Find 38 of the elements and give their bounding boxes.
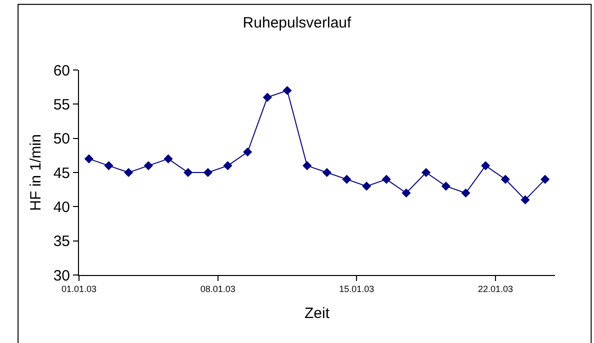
point	[262, 92, 272, 102]
point	[223, 161, 232, 170]
point	[362, 182, 372, 191]
x-axis-title: Zeit	[304, 304, 330, 322]
point	[243, 147, 252, 157]
y-tick-label: 60	[53, 62, 70, 80]
point	[104, 161, 114, 170]
y-tick-label: 35	[53, 233, 70, 250]
y-tick-label: 40	[53, 198, 70, 216]
y-tick-label: 30	[53, 267, 70, 284]
point	[84, 154, 94, 164]
point	[322, 168, 332, 178]
point	[520, 195, 530, 204]
point	[342, 174, 352, 184]
point	[302, 161, 312, 170]
point	[461, 188, 470, 198]
point	[481, 161, 490, 170]
point	[382, 174, 391, 184]
x-tick-label: 15.01.03	[339, 284, 374, 294]
point	[402, 188, 411, 198]
y-axis-title: HF in 1/min	[28, 134, 45, 211]
point	[164, 154, 173, 164]
point	[144, 161, 153, 170]
y-tick-label: 50	[53, 130, 70, 148]
point	[203, 168, 212, 178]
point	[540, 174, 550, 184]
x-tick-label: 01.01.03	[61, 284, 97, 294]
y-tick-label: 55	[53, 96, 70, 114]
point	[124, 168, 134, 178]
x-tick-label: 22.01.03	[478, 284, 514, 294]
point	[422, 168, 431, 178]
chart-title: Ruhepulsverlauf	[242, 14, 352, 32]
point	[500, 174, 510, 184]
point	[441, 182, 450, 191]
x-tick-label: 08.01.03	[200, 284, 236, 294]
point	[282, 86, 292, 96]
y-tick-label: 45	[53, 164, 70, 182]
point	[184, 168, 193, 178]
